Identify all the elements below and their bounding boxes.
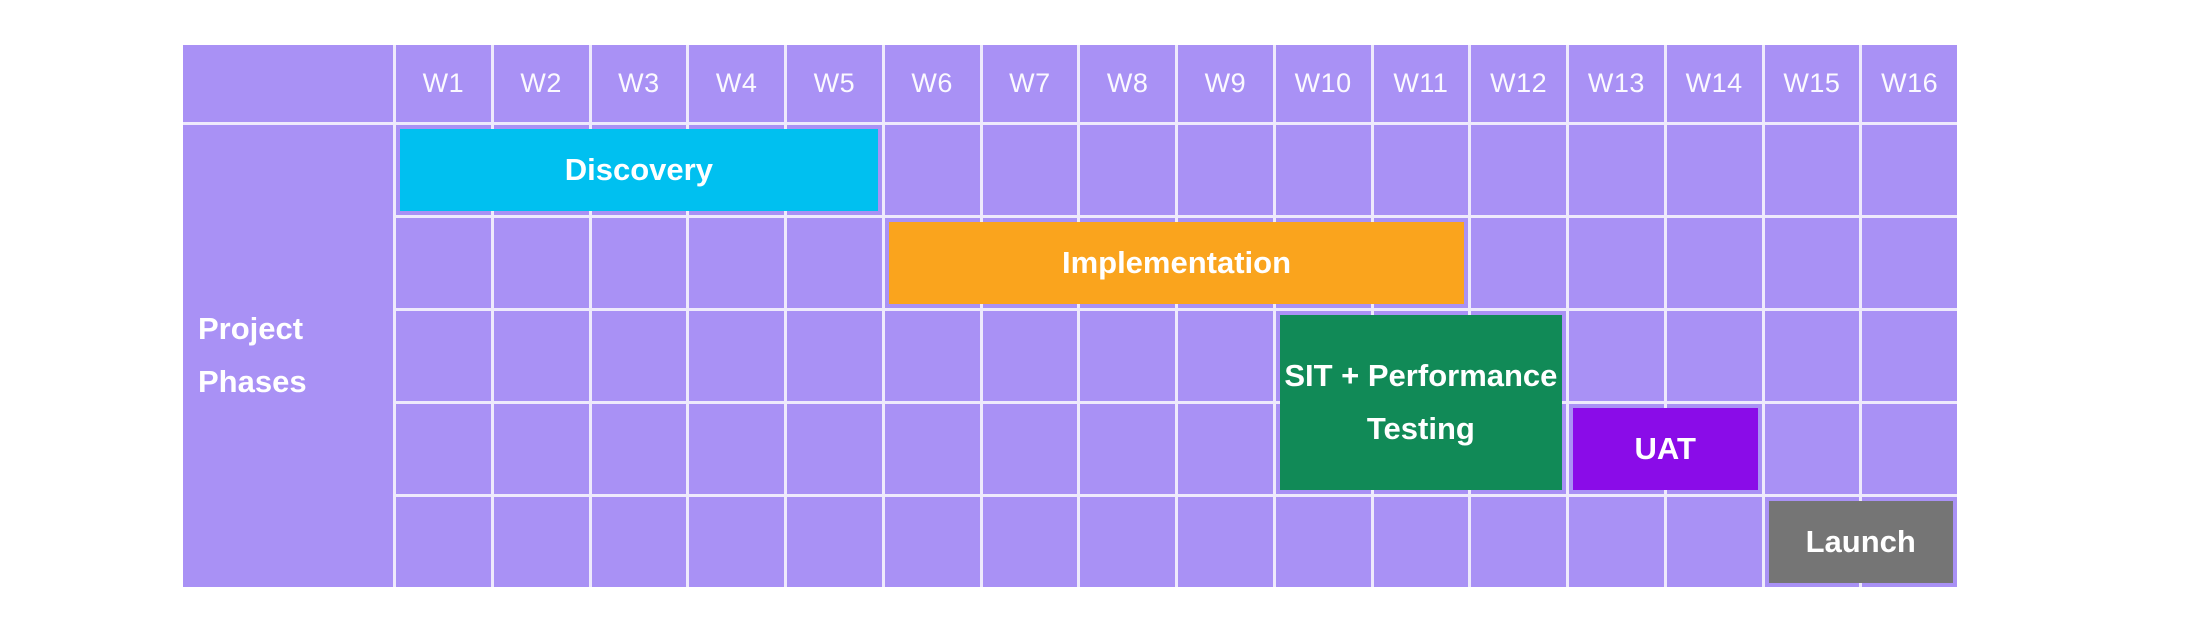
gantt-bar-label: UAT bbox=[1634, 430, 1696, 466]
grid-cell bbox=[689, 497, 784, 587]
grid-cell bbox=[787, 404, 882, 494]
gantt-bar-uat: UAT bbox=[1573, 408, 1758, 490]
grid-cell bbox=[1862, 404, 1957, 494]
gantt-bar-label: Discovery bbox=[564, 151, 713, 187]
gantt-bar-discovery: Discovery bbox=[400, 129, 878, 211]
week-header-w13: W13 bbox=[1569, 45, 1664, 122]
grid-cell bbox=[1764, 404, 1860, 494]
grid-cell bbox=[1080, 404, 1175, 494]
grid-cell bbox=[493, 404, 589, 494]
grid-cell bbox=[1666, 218, 1762, 308]
grid-cell bbox=[884, 125, 980, 215]
grid-cell bbox=[1373, 497, 1469, 587]
grid-cell bbox=[787, 497, 882, 587]
grid-cell bbox=[1471, 218, 1566, 308]
grid-cell bbox=[1666, 311, 1762, 401]
grid-cell bbox=[1178, 125, 1273, 215]
grid-cell bbox=[591, 218, 687, 308]
grid-cell bbox=[982, 497, 1078, 587]
grid-cell bbox=[1178, 497, 1273, 587]
grid-cell bbox=[396, 404, 491, 494]
week-header-w2: W2 bbox=[493, 45, 589, 122]
grid-cell bbox=[1471, 125, 1566, 215]
row-label-project-phases: Project Phases bbox=[183, 125, 393, 587]
grid-cell bbox=[1764, 125, 1860, 215]
grid-cell bbox=[1764, 218, 1860, 308]
grid-cell bbox=[1569, 218, 1664, 308]
grid-cell bbox=[1275, 125, 1371, 215]
week-header-w3: W3 bbox=[591, 45, 687, 122]
gantt-bar-implementation: Implementation bbox=[888, 222, 1465, 304]
week-header-w5: W5 bbox=[787, 45, 882, 122]
gantt-bar-sit-performance-testing: SIT + Performance Testing bbox=[1279, 315, 1562, 490]
grid-cell bbox=[396, 218, 491, 308]
grid-cell bbox=[493, 218, 589, 308]
grid-cell bbox=[591, 311, 687, 401]
week-header-w4: W4 bbox=[689, 45, 784, 122]
week-header-w15: W15 bbox=[1764, 45, 1860, 122]
week-header-w14: W14 bbox=[1666, 45, 1762, 122]
week-header-w6: W6 bbox=[884, 45, 980, 122]
week-header-w1: W1 bbox=[396, 45, 491, 122]
grid-cell bbox=[982, 311, 1078, 401]
week-header-w12: W12 bbox=[1471, 45, 1566, 122]
week-header-w10: W10 bbox=[1275, 45, 1371, 122]
grid-cell bbox=[1764, 311, 1860, 401]
grid-cell bbox=[591, 404, 687, 494]
grid-cell bbox=[1666, 125, 1762, 215]
grid-cell bbox=[884, 497, 980, 587]
gantt-bar-label: Implementation bbox=[1061, 244, 1292, 280]
grid-cell bbox=[689, 311, 784, 401]
grid-cell bbox=[1080, 497, 1175, 587]
header-corner-cell bbox=[183, 45, 393, 122]
grid-cell bbox=[1862, 311, 1957, 401]
week-header-w7: W7 bbox=[982, 45, 1078, 122]
grid-cell bbox=[787, 218, 882, 308]
week-header-w8: W8 bbox=[1080, 45, 1175, 122]
week-header-w16: W16 bbox=[1862, 45, 1957, 122]
grid-cell bbox=[1178, 404, 1273, 494]
gantt-bar-label: SIT + Performance Testing bbox=[1284, 357, 1558, 446]
grid-cell bbox=[1666, 497, 1762, 587]
grid-cell bbox=[982, 404, 1078, 494]
gantt-bar-label: Launch bbox=[1805, 523, 1916, 559]
grid-cell bbox=[982, 125, 1078, 215]
grid-cell bbox=[1569, 311, 1664, 401]
grid-cell bbox=[1373, 125, 1469, 215]
grid-cell bbox=[1862, 218, 1957, 308]
grid-cell bbox=[884, 404, 980, 494]
grid-cell bbox=[1275, 497, 1371, 587]
grid-cell bbox=[1080, 311, 1175, 401]
grid-cell bbox=[787, 311, 882, 401]
grid-cell bbox=[884, 311, 980, 401]
grid-cell bbox=[1862, 125, 1957, 215]
grid-cell bbox=[493, 497, 589, 587]
gantt-bar-launch: Launch bbox=[1768, 501, 1953, 583]
grid-cell bbox=[493, 311, 589, 401]
grid-cell bbox=[396, 311, 491, 401]
gantt-grid: Project Phases W1 W2 W3 W4 W5 W6 W7 W8 W9 W10 W11 W… bbox=[183, 45, 1957, 587]
grid-cell bbox=[689, 404, 784, 494]
grid-cell bbox=[591, 497, 687, 587]
grid-cell bbox=[1569, 497, 1664, 587]
grid-cell bbox=[1178, 311, 1273, 401]
grid-cell bbox=[1471, 497, 1566, 587]
grid-cell bbox=[396, 497, 491, 587]
grid-cell bbox=[689, 218, 784, 308]
grid-cell bbox=[1569, 125, 1664, 215]
week-header-w9: W9 bbox=[1178, 45, 1273, 122]
week-header-w11: W11 bbox=[1373, 45, 1469, 122]
grid-cell bbox=[1080, 125, 1175, 215]
